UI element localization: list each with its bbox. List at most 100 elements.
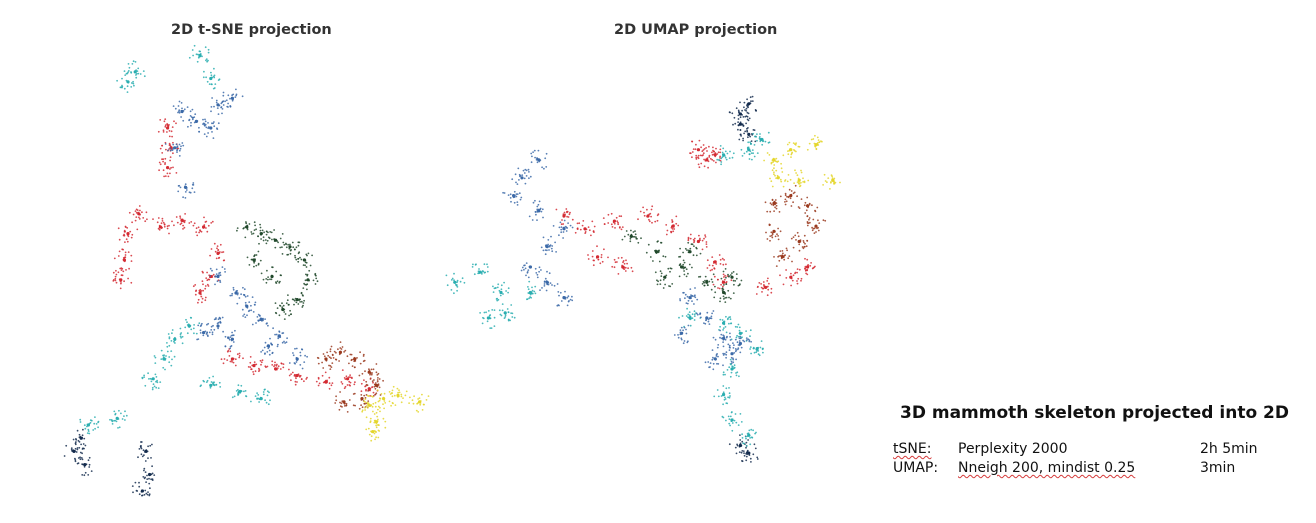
tsne-scatter-dot xyxy=(397,391,399,394)
umap-scatter-dot xyxy=(591,255,594,258)
tsne-scatter-dot xyxy=(210,248,213,250)
umap-scatter-dot xyxy=(651,221,653,224)
umap-scatter-dot xyxy=(830,174,833,177)
umap-scatter-dot xyxy=(558,294,560,297)
umap-scatter-dot xyxy=(563,211,566,214)
tsne-scatter-dot xyxy=(204,46,207,49)
tsne-scatter-dot xyxy=(210,325,213,328)
tsne-scatter-dot xyxy=(216,127,218,130)
umap-scatter-dot xyxy=(816,206,819,209)
tsne-scatter-dot xyxy=(286,253,289,256)
umap-scatter-dot xyxy=(799,239,802,242)
tsne-scatter-dot xyxy=(168,144,171,147)
umap-scatter-dot xyxy=(747,127,749,129)
tsne-scatter-dot xyxy=(285,243,287,246)
tsne-scatter-dot xyxy=(373,432,376,435)
umap-scatter-dot xyxy=(560,300,563,302)
tsne-scatter-dot xyxy=(217,318,220,321)
tsne-scatter-dot xyxy=(253,261,256,264)
tsne-scatter-dot xyxy=(219,281,222,283)
tsne-series-red xyxy=(112,118,379,397)
umap-scatter-dot xyxy=(720,395,723,397)
annotation-title: 3D mammoth skeleton projected into 2D xyxy=(900,403,1289,423)
umap-scatter-dot xyxy=(690,243,693,246)
tsne-scatter-dot xyxy=(181,219,184,222)
tsne-scatter-dot xyxy=(163,120,166,123)
tsne-scatter-dot xyxy=(180,102,183,104)
tsne-scatter-dot xyxy=(422,403,425,406)
umap-scatter-dot xyxy=(630,235,633,238)
tsne-scatter-dot xyxy=(251,296,254,298)
umap-scatter-dot xyxy=(730,360,733,363)
umap-scatter-dot xyxy=(708,154,711,157)
tsne-scatter-dot xyxy=(117,255,120,257)
tsne-scatter-dot xyxy=(373,385,376,388)
tsne-scatter-dot xyxy=(215,317,217,319)
umap-scatter-dot xyxy=(505,290,507,292)
umap-scatter-dot xyxy=(722,403,724,406)
tsne-scatter-dot xyxy=(215,268,218,271)
tsne-scatter-dot xyxy=(192,116,195,119)
tsne-scatter-dot xyxy=(255,254,258,256)
tsne-scatter-dot xyxy=(127,70,130,72)
tsne-scatter-dot xyxy=(317,384,320,387)
tsne-scatter-dot xyxy=(285,302,288,305)
umap-scatter-dot xyxy=(755,293,758,295)
umap-scatter-dot xyxy=(737,424,740,426)
umap-scatter-dot xyxy=(569,211,571,214)
umap-scatter-dot xyxy=(545,152,548,155)
umap-scatter-dot xyxy=(697,156,699,159)
umap-scatter-dot xyxy=(803,234,806,237)
umap-scatter-dot xyxy=(737,347,740,350)
umap-scatter-dot xyxy=(731,156,734,159)
tsne-scatter-dot xyxy=(222,94,225,97)
umap-scatter-dot xyxy=(807,179,810,182)
tsne-scatter-dot xyxy=(279,246,282,249)
tsne-scatter-dot xyxy=(213,125,216,128)
tsne-scatter-dot xyxy=(369,417,372,420)
tsne-scatter-dot xyxy=(321,374,324,377)
umap-scatter-dot xyxy=(722,352,725,355)
umap-scatter-dot xyxy=(750,461,752,463)
tsne-scatter-dot xyxy=(119,267,122,270)
umap-scatter-dot xyxy=(791,260,793,263)
umap-scatter-dot xyxy=(809,221,811,224)
tsne-scatter-dot xyxy=(331,362,334,364)
tsne-scatter-dot xyxy=(174,146,177,149)
umap-scatter-dot xyxy=(551,250,554,253)
tsne-scatter-dot xyxy=(124,251,127,254)
umap-scatter-dot xyxy=(790,277,793,279)
umap-scatter-dot xyxy=(729,346,731,349)
tsne-scatter-dot xyxy=(254,260,256,262)
umap-scatter-dot xyxy=(738,375,740,378)
umap-scatter-dot xyxy=(523,268,525,271)
umap-scatter-dot xyxy=(787,257,790,260)
tsne-series-teal xyxy=(79,44,271,435)
tsne-scatter-dot xyxy=(372,381,374,384)
umap-scatter-dot xyxy=(637,241,640,244)
umap-scatter-dot xyxy=(808,218,810,221)
umap-scatter-dot xyxy=(725,351,728,354)
umap-scatter-dot xyxy=(549,282,552,284)
umap-scatter-dot xyxy=(738,451,741,453)
umap-scatter-dot xyxy=(528,215,531,218)
tsne-scatter-dot xyxy=(95,423,98,425)
umap-scatter-dot xyxy=(722,373,725,376)
tsne-scatter-dot xyxy=(142,476,145,478)
tsne-scatter-dot xyxy=(297,244,300,247)
umap-scatter-dot xyxy=(559,291,562,294)
umap-scatter-dot xyxy=(671,228,674,230)
tsne-scatter-dot xyxy=(306,278,309,281)
umap-scatter-dot xyxy=(749,96,752,99)
umap-scatter-dot xyxy=(689,233,692,236)
tsne-scatter-dot xyxy=(234,96,237,98)
umap-scatter-dot xyxy=(657,213,660,216)
tsne-scatter-dot xyxy=(284,313,287,315)
tsne-scatter-dot xyxy=(240,293,243,296)
umap-scatter-dot xyxy=(456,286,459,288)
tsne-scatter-dot xyxy=(377,405,380,408)
umap-scatter-dot xyxy=(503,192,506,194)
umap-scatter-dot xyxy=(618,215,621,218)
tsne-scatter-dot xyxy=(254,395,257,397)
tsne-scatter-dot xyxy=(252,232,255,235)
